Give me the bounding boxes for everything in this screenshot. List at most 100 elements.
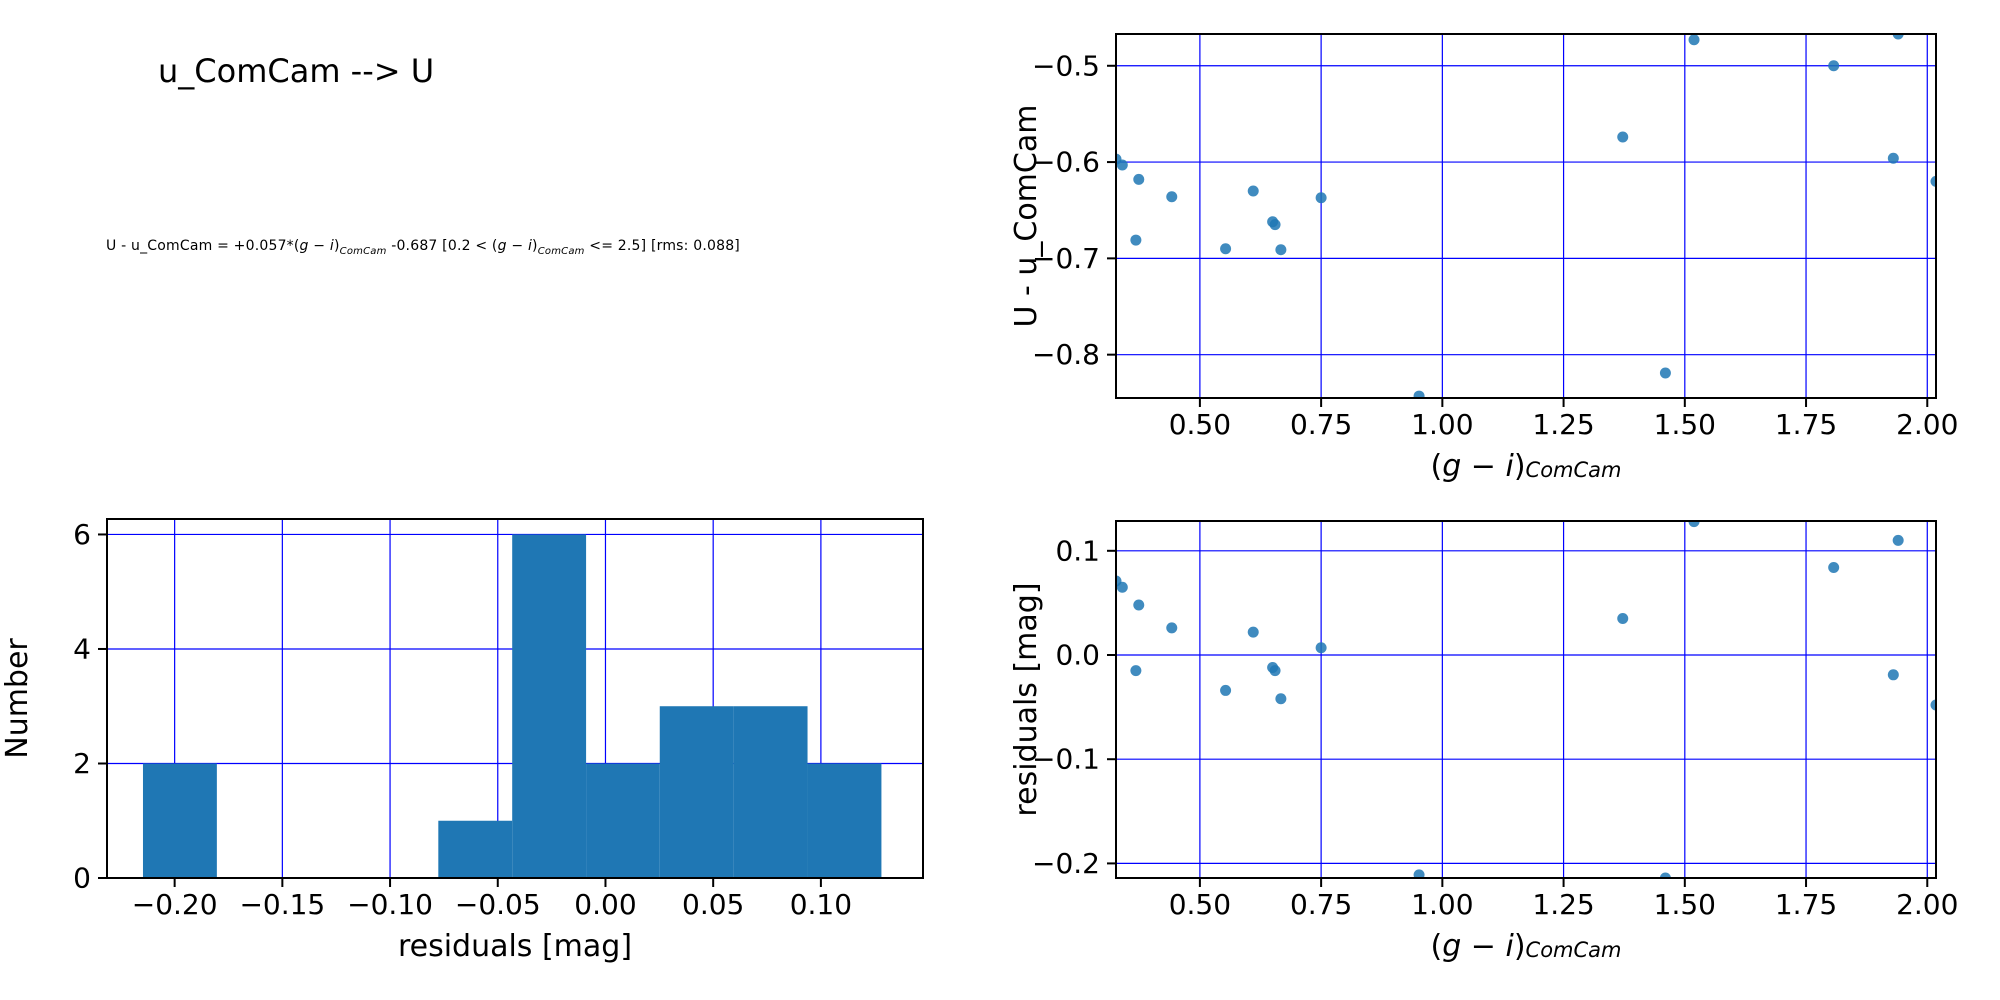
y-tick-label: 0.0 <box>1055 639 1100 672</box>
axis-frame <box>1115 33 1937 399</box>
equation-text: U - u_ComCam = +0.057*(g − i)ComCam -0.6… <box>106 238 740 257</box>
data-point <box>1220 684 1232 696</box>
y-axis-label: U - u_ComCam <box>1009 105 1044 328</box>
data-point <box>1413 869 1425 878</box>
y-tick-label: 0.1 <box>1055 534 1100 567</box>
axis-label-part: residuals [mag] <box>398 929 632 964</box>
y-tick-label: −0.8 <box>1032 338 1100 371</box>
x-tick-label: 1.00 <box>1411 408 1473 441</box>
x-tick-label: −0.15 <box>239 888 325 921</box>
equation-part: <= 2.5] [rms: 0.088] <box>584 238 740 254</box>
y-axis-label: residuals [mag] <box>1009 582 1044 816</box>
axis-frame <box>106 518 924 879</box>
x-axis-label: residuals [mag] <box>398 929 632 964</box>
residuals-scatter: 0.50 0.75 1.00 1.25 1.50 1.75 2.00 0.1 0.0 −0.1 −0… <box>1009 520 1958 964</box>
y-tick-label: 6 <box>73 518 91 551</box>
equation-part: g <box>497 238 507 254</box>
y-tick-label: −0.1 <box>1032 743 1100 776</box>
data-point <box>1887 669 1899 681</box>
equation-part: ) <box>532 238 538 254</box>
x-tick-label: 0.05 <box>682 888 744 921</box>
equation-part: ComCam <box>537 246 585 257</box>
y-tick-label: 0 <box>73 862 91 895</box>
data-point <box>1116 581 1128 593</box>
y-tick-label: 2 <box>73 747 91 780</box>
figure-title: u_ComCam --> U <box>158 52 435 90</box>
equation-part: g <box>299 238 309 254</box>
x-tick-label: 1.50 <box>1654 408 1716 441</box>
x-tick-label: 0.50 <box>1169 888 1231 921</box>
data-point <box>1930 699 1936 711</box>
equation-part: i <box>527 238 533 254</box>
equation-part: − <box>308 238 330 254</box>
data-point <box>1220 243 1232 255</box>
y-tick-label: −0.6 <box>1032 146 1100 179</box>
histogram-bar <box>586 763 660 878</box>
x-tick-label: 0.75 <box>1290 408 1352 441</box>
y-tick-label: 4 <box>73 632 91 665</box>
data-point <box>1617 613 1629 625</box>
axis-label-part: ComCam <box>1526 938 1622 962</box>
y-axis-label: Number <box>0 638 35 759</box>
data-point <box>1166 191 1178 203</box>
axis-label-part: g <box>1442 449 1461 484</box>
color-term-scatter: 0.50 0.75 1.00 1.25 1.50 1.75 2.00 −0.5 −0.6 −0.7… <box>1009 33 1958 484</box>
points-group <box>1116 521 1936 878</box>
data-point <box>1133 173 1145 185</box>
equation-part: ) <box>333 238 340 254</box>
data-point <box>1275 244 1287 256</box>
equation-part: − <box>506 238 528 254</box>
y-tick-label: −0.2 <box>1032 847 1100 880</box>
x-axis-label: (g − i)ComCam <box>1430 449 1621 484</box>
data-point <box>1892 34 1904 40</box>
equation-part: -0.687 [0.2 < ( <box>386 238 498 254</box>
x-tick-label: 0.00 <box>574 888 636 921</box>
axis-label-part: g <box>1442 929 1461 964</box>
data-point <box>1828 561 1840 573</box>
data-point <box>1887 152 1899 164</box>
data-point <box>1269 219 1281 231</box>
axis-label-part: − <box>1461 929 1505 964</box>
axis-label-part: ) <box>1514 449 1526 484</box>
points-group <box>1116 34 1936 398</box>
data-point <box>1688 34 1700 46</box>
data-point <box>1269 665 1281 677</box>
data-point <box>1166 622 1178 634</box>
x-tick-label: −0.05 <box>455 888 541 921</box>
data-point <box>1659 872 1671 878</box>
x-axis-label: (g − i)ComCam <box>1430 929 1621 964</box>
data-point <box>1130 665 1142 677</box>
x-tick-label: 2.00 <box>1896 408 1958 441</box>
residuals-histogram: −0.20 −0.15 −0.10 −0.05 0.00 0.05 0.10 0 2 4 6 resi… <box>0 518 924 964</box>
data-point <box>1688 521 1700 528</box>
x-tick-label: 0.10 <box>790 888 852 921</box>
axis-label-part: ComCam <box>1526 458 1622 482</box>
x-tick-label: 0.75 <box>1290 888 1352 921</box>
data-point <box>1247 626 1259 638</box>
histogram-bar <box>438 820 513 878</box>
axis-label-part: i <box>1505 929 1514 964</box>
x-tick-label: −0.20 <box>132 888 218 921</box>
histogram-bar <box>733 706 808 878</box>
histogram-bar <box>142 763 217 878</box>
data-point <box>1133 599 1145 611</box>
histogram-bar <box>807 763 882 878</box>
y-tick-label: −0.7 <box>1032 242 1100 275</box>
axis-label-part: ( <box>1430 929 1442 964</box>
axis-label-part: ( <box>1430 449 1442 484</box>
data-point <box>1315 192 1327 204</box>
equation-part: U - u_ComCam = +0.057*( <box>106 238 300 254</box>
x-tick-label: 1.25 <box>1532 888 1594 921</box>
x-tick-label: 2.00 <box>1896 888 1958 921</box>
x-tick-label: 1.50 <box>1654 888 1716 921</box>
x-tick-label: 1.25 <box>1532 408 1594 441</box>
x-tick-label: 1.00 <box>1411 888 1473 921</box>
histogram-bar <box>512 534 587 878</box>
axis-label-part: i <box>1505 449 1514 484</box>
axis-label-part: − <box>1461 449 1505 484</box>
data-point <box>1828 60 1840 72</box>
equation-part: ComCam <box>339 246 387 257</box>
data-point <box>1413 390 1425 398</box>
x-tick-label: −0.10 <box>347 888 433 921</box>
